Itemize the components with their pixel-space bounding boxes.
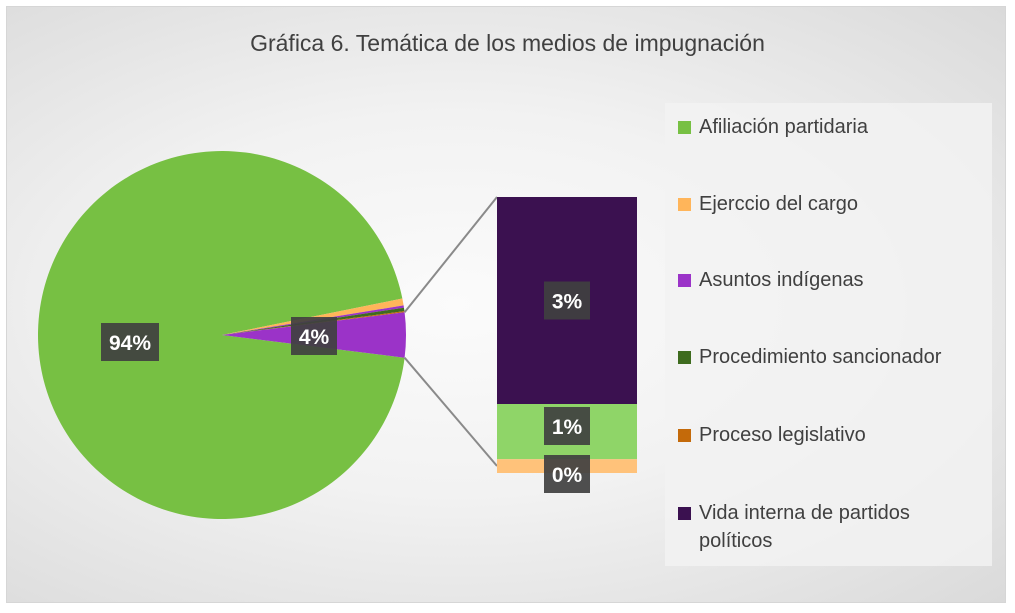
legend-label: Asuntos indígenas	[699, 269, 864, 291]
connector-lines	[403, 196, 498, 467]
svg-text:3%: 3%	[552, 291, 583, 314]
svg-text:1%: 1%	[552, 416, 583, 439]
data-label-bar-vida-interna-de-partidos-politicos: 3%	[544, 281, 590, 320]
legend-swatch	[678, 198, 691, 211]
pie-slice-ejerccio-del-cargo	[222, 298, 404, 335]
svg-text:4%: 4%	[299, 326, 330, 349]
data-label-other-bar: 4%	[291, 317, 337, 355]
data-label-bar-ejerccio-del-cargo: 0%	[544, 455, 590, 493]
svg-text:0%: 0%	[552, 464, 583, 487]
pie-group	[38, 151, 407, 520]
legend-item-procedimiento-sancionador: Procedimiento sancionador	[678, 343, 978, 371]
pie-slice-94	[38, 151, 405, 520]
legend-label: Afiliación partidaria	[699, 116, 868, 138]
legend-swatch	[678, 429, 691, 442]
legend-swatch	[678, 274, 691, 287]
legend-swatch	[678, 507, 691, 520]
legend-label: Vida interna de partidos políticos	[699, 502, 910, 552]
legend-item-proceso-legislativo: Proceso legislativo	[678, 421, 978, 449]
svg-text:94%: 94%	[109, 332, 151, 355]
legend-label: Ejerccio del cargo	[699, 193, 858, 215]
legend: Afiliación partidaria Ejerccio del cargo A…	[665, 103, 992, 566]
data-label-bar-afiliacion-partidaria: 1%	[544, 407, 590, 445]
legend-label: Procedimiento sancionador	[699, 346, 942, 368]
legend-swatch	[678, 121, 691, 134]
data-labels: 94% 4% 3% 1% 0%	[101, 281, 590, 493]
legend-item-asuntos-indigenas: Asuntos indígenas	[678, 266, 978, 294]
data-label-afiliacion-partidaria: 94%	[101, 323, 159, 361]
legend-item-vida-interna-de-partidos-politicos: Vida interna de partidos políticos	[678, 499, 978, 555]
chart-title: Gráfica 6. Temática de los medios de imp…	[250, 30, 765, 56]
legend-item-ejerccio-del-cargo: Ejerccio del cargo	[678, 190, 978, 218]
legend-label: Proceso legislativo	[699, 424, 866, 446]
connector-line-bottom	[403, 357, 498, 467]
legend-item-afiliacion-partidaria: Afiliación partidaria	[678, 113, 978, 141]
connector-line-top	[403, 196, 498, 313]
legend-swatch	[678, 351, 691, 364]
